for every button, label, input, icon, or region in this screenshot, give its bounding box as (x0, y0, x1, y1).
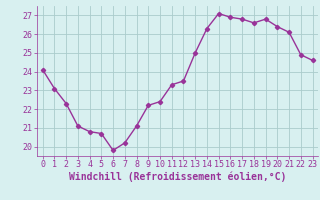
X-axis label: Windchill (Refroidissement éolien,°C): Windchill (Refroidissement éolien,°C) (69, 172, 286, 182)
